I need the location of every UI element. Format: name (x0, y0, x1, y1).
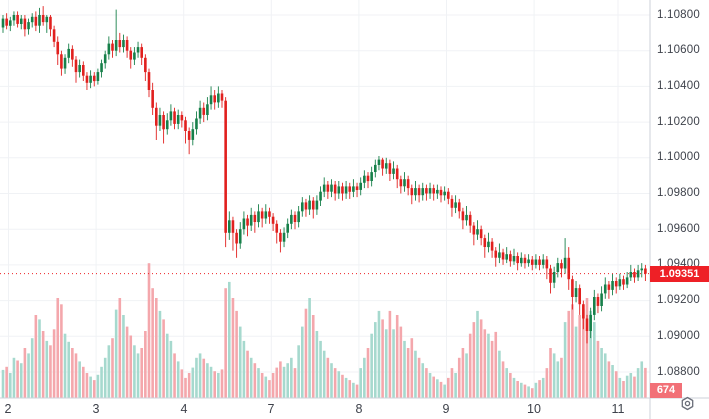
time-tick-label: 7 (267, 402, 275, 416)
price-scale-settings-button[interactable] (679, 396, 696, 413)
price-tick-label: 1.10800 (657, 9, 700, 21)
price-tick-label: 1.10200 (657, 116, 700, 128)
time-tick-label: 11 (611, 402, 625, 416)
time-tick-label: 8 (355, 402, 363, 416)
price-tick-label: 1.09800 (657, 187, 700, 199)
price-tick-label: 1.08800 (657, 366, 700, 378)
price-tick-label: 1.09000 (657, 330, 700, 342)
time-tick-label: 2 (4, 402, 12, 416)
price-tick-label: 1.10600 (657, 44, 700, 56)
time-tick-label: 9 (442, 402, 450, 416)
volume-value-badge: 674 (650, 383, 682, 398)
price-tick-label: 1.10400 (657, 80, 700, 92)
time-tick-label: 10 (527, 402, 541, 416)
time-tick-label: 3 (92, 402, 100, 416)
time-tick-label: 4 (180, 402, 188, 416)
last-price-label: 1.09351 (650, 266, 709, 282)
price-tick-label: 1.09600 (657, 223, 700, 235)
gear-icon (680, 396, 695, 414)
price-tick-label: 1.10000 (657, 151, 700, 163)
price-tick-label: 1.09200 (657, 294, 700, 306)
